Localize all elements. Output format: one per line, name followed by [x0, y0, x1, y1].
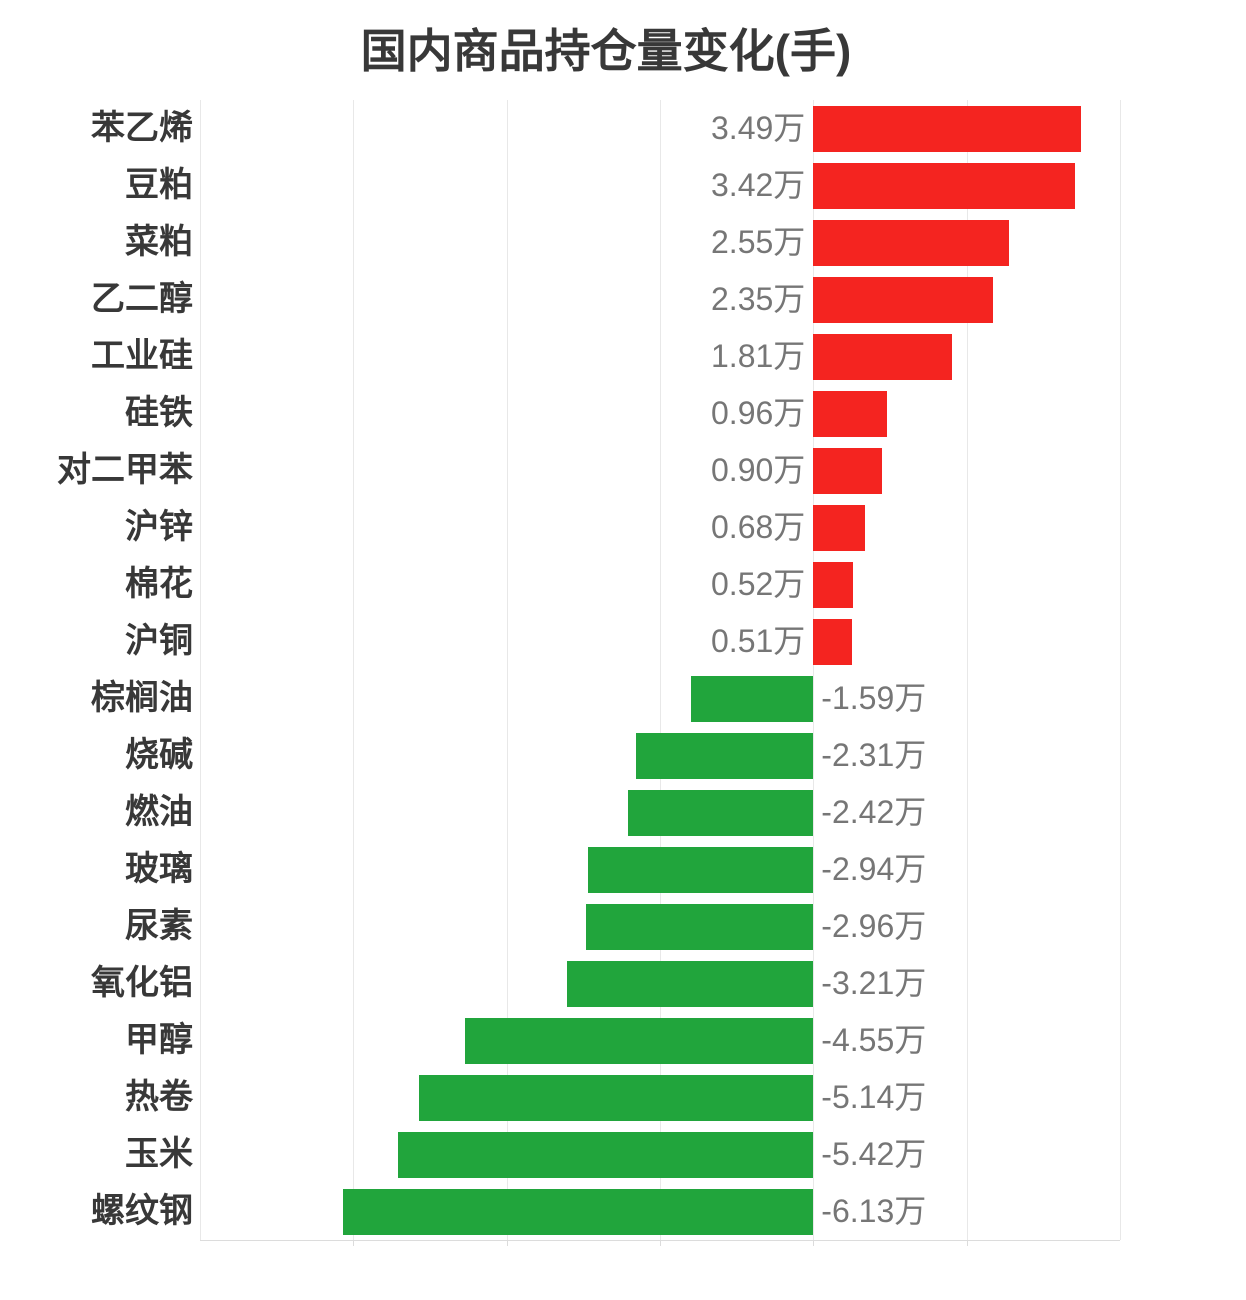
- value-label: -1.59万: [821, 680, 927, 716]
- chart-title: 国内商品持仓量变化(手): [360, 25, 852, 77]
- value-label: -4.55万: [821, 1022, 927, 1058]
- value-label: 2.55万: [711, 224, 806, 260]
- bar-negative[interactable]: [567, 960, 814, 1007]
- value-label: -5.42万: [821, 1136, 927, 1172]
- bar-positive[interactable]: [813, 618, 853, 665]
- value-label: -6.13万: [821, 1193, 927, 1229]
- category-label: 菜粕: [125, 223, 193, 261]
- category-label: 热卷: [125, 1078, 193, 1116]
- value-label: 0.68万: [711, 509, 806, 545]
- bar-negative[interactable]: [586, 903, 814, 950]
- x-axis-tick: [660, 1240, 661, 1246]
- category-label: 沪锌: [125, 508, 193, 546]
- category-label: 硅铁: [125, 394, 193, 432]
- value-label: 2.35万: [711, 281, 806, 317]
- bar-negative[interactable]: [691, 675, 814, 722]
- category-label: 对二甲苯: [57, 451, 193, 489]
- bar-negative[interactable]: [397, 1131, 814, 1178]
- category-label: 螺纹钢: [91, 1192, 193, 1230]
- category-label: 沪铜: [125, 622, 193, 660]
- bar-negative[interactable]: [419, 1074, 814, 1121]
- value-label: -5.14万: [821, 1079, 927, 1115]
- category-label: 工业硅: [91, 337, 193, 375]
- value-label: 0.90万: [711, 452, 806, 488]
- category-label: 氧化铝: [91, 964, 193, 1002]
- value-label: -3.21万: [821, 965, 927, 1001]
- category-label: 玻璃: [125, 850, 193, 888]
- x-axis-tick: [813, 1240, 815, 1246]
- category-label: 豆粕: [125, 166, 193, 204]
- value-label: 0.96万: [711, 395, 806, 431]
- category-label: 尿素: [125, 907, 193, 945]
- gridline: [966, 100, 968, 1240]
- value-label: 3.49万: [711, 110, 806, 146]
- bar-positive[interactable]: [813, 276, 994, 323]
- x-axis-tick: [506, 1240, 508, 1246]
- category-label: 烧碱: [125, 736, 193, 774]
- gridline: [1120, 100, 1121, 1240]
- category-label: 玉米: [125, 1135, 193, 1173]
- category-label: 乙二醇: [91, 280, 193, 318]
- category-label: 甲醇: [125, 1021, 193, 1059]
- gridline: [660, 100, 661, 1240]
- value-label: 0.51万: [711, 623, 806, 659]
- value-label: -2.96万: [821, 908, 927, 944]
- value-label: 3.42万: [711, 167, 806, 203]
- x-axis-tick: [353, 1240, 355, 1246]
- category-label: 苯乙烯: [91, 109, 193, 147]
- value-label: -2.31万: [821, 737, 927, 773]
- value-label: -2.94万: [821, 851, 927, 887]
- category-label: 燃油: [125, 793, 193, 831]
- bar-negative[interactable]: [636, 732, 814, 779]
- gridline: [200, 100, 201, 1240]
- bar-negative[interactable]: [627, 789, 814, 836]
- value-label: 1.81万: [711, 338, 806, 374]
- category-label: 棉花: [125, 565, 193, 603]
- bar-positive[interactable]: [813, 162, 1076, 209]
- bar-positive[interactable]: [813, 447, 883, 494]
- bar-negative[interactable]: [464, 1017, 814, 1064]
- bar-positive[interactable]: [813, 504, 866, 551]
- bar-negative[interactable]: [343, 1188, 814, 1235]
- bar-negative[interactable]: [587, 846, 814, 893]
- bar-positive[interactable]: [813, 561, 854, 608]
- x-axis-tick: [966, 1240, 968, 1246]
- value-label: -2.42万: [821, 794, 927, 830]
- bar-positive[interactable]: [813, 219, 1009, 266]
- gridline: [353, 100, 355, 1240]
- category-label: 棕榈油: [91, 679, 193, 717]
- x-axis-line: [200, 1240, 1120, 1241]
- gridline: [813, 100, 815, 1240]
- value-label: 0.52万: [711, 566, 806, 602]
- bar-positive[interactable]: [813, 105, 1081, 152]
- gridline: [506, 100, 508, 1240]
- bar-positive[interactable]: [813, 390, 887, 437]
- bar-positive[interactable]: [813, 333, 953, 380]
